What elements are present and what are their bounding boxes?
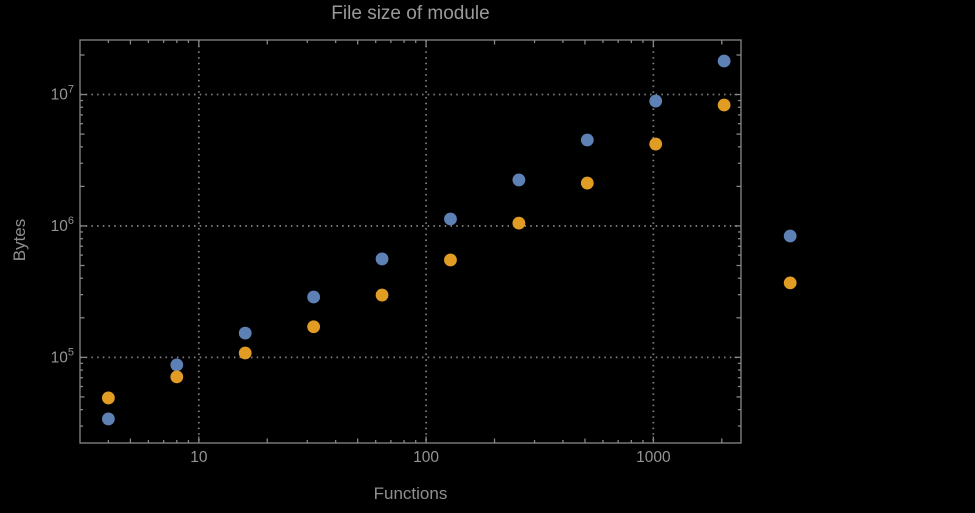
plot-frame <box>79 39 742 444</box>
svg-text:1000: 1000 <box>636 449 671 466</box>
svg-text:10: 10 <box>190 449 208 466</box>
svg-text:105: 105 <box>51 346 74 366</box>
chart-title: File size of module <box>331 3 490 24</box>
series-2-orange <box>101 98 797 405</box>
y-tick-labels: 105 106 107 <box>51 84 74 367</box>
svg-text:100: 100 <box>413 449 439 466</box>
x-tick-labels: 10 100 1000 <box>190 449 671 466</box>
svg-text:106: 106 <box>51 215 74 235</box>
svg-text:107: 107 <box>51 84 74 104</box>
series-1-blue <box>101 54 797 426</box>
axis-ticks <box>80 40 741 443</box>
x-axis-label: Functions <box>373 484 448 503</box>
